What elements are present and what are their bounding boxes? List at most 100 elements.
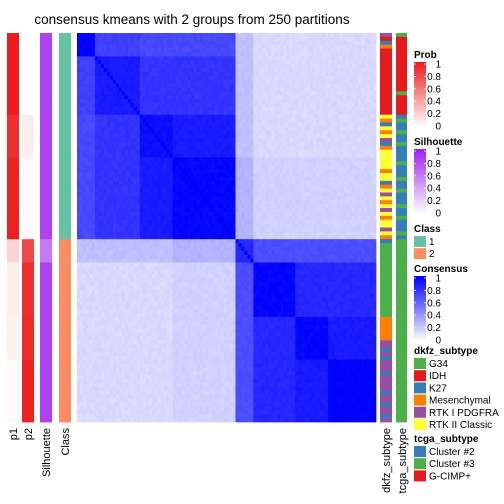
consensus-cell <box>148 126 153 131</box>
consensus-cell <box>283 161 287 166</box>
consensus-cell <box>274 122 278 127</box>
consensus-cell <box>205 64 209 69</box>
consensus-cell <box>280 118 284 123</box>
consensus-cell <box>256 169 260 174</box>
consensus-cell <box>205 138 209 143</box>
consensus-cell <box>196 208 200 213</box>
consensus-cell <box>160 114 165 119</box>
consensus-cell <box>343 192 347 197</box>
consensus-cell <box>136 106 141 112</box>
consensus-cell <box>169 99 174 104</box>
consensus-cell <box>325 130 329 135</box>
consensus-cell <box>199 36 203 42</box>
consensus-cell <box>205 75 209 81</box>
consensus-cell <box>295 33 299 38</box>
consensus-cell <box>85 130 90 135</box>
consensus-cell <box>301 95 305 100</box>
consensus-cell <box>367 110 371 116</box>
consensus-cell <box>331 200 335 205</box>
consensus-cell <box>271 138 275 143</box>
consensus-cell <box>109 200 114 205</box>
consensus-cell <box>166 157 171 162</box>
consensus-cell <box>190 188 194 193</box>
consensus-cell <box>316 87 320 92</box>
consensus-cell <box>148 40 153 46</box>
consensus-cell <box>160 99 165 104</box>
class-track-cell <box>59 188 71 193</box>
consensus-cell <box>268 134 272 139</box>
consensus-cell <box>346 138 350 143</box>
consensus-cell <box>82 44 87 49</box>
consensus-cell <box>310 192 314 197</box>
consensus-cell <box>304 130 308 135</box>
consensus-cell <box>127 36 132 42</box>
consensus-cell <box>88 64 93 69</box>
consensus-cell <box>250 138 254 143</box>
consensus-cell <box>85 196 90 201</box>
consensus-cell <box>229 56 233 61</box>
consensus-cell <box>220 192 224 197</box>
consensus-cell <box>154 145 159 151</box>
consensus-cell <box>187 153 191 158</box>
consensus-cell <box>127 44 132 49</box>
consensus-cell <box>259 56 263 61</box>
consensus-cell <box>253 36 257 42</box>
consensus-cell <box>358 169 362 174</box>
consensus-cell <box>283 114 287 119</box>
consensus-cell <box>364 204 368 209</box>
p1-track-cell <box>7 118 19 123</box>
consensus-cell <box>115 48 120 53</box>
consensus-cell <box>355 99 359 104</box>
consensus-cell <box>94 161 99 166</box>
consensus-cell <box>151 36 156 42</box>
consensus-cell <box>304 184 308 189</box>
consensus-cell <box>175 176 180 182</box>
consensus-cell <box>214 188 218 193</box>
consensus-cell <box>319 180 323 186</box>
consensus-cell <box>85 161 90 166</box>
consensus-cell <box>142 118 147 123</box>
consensus-cell <box>106 173 111 178</box>
consensus-cell <box>77 114 81 119</box>
consensus-cell <box>100 52 105 57</box>
consensus-cell <box>103 126 108 131</box>
consensus-cell <box>253 106 257 112</box>
consensus-cell <box>256 134 260 139</box>
consensus-cell <box>85 68 90 73</box>
consensus-cell <box>271 110 275 116</box>
p2-track-cell <box>22 52 34 57</box>
consensus-cell <box>193 40 197 46</box>
consensus-cell <box>160 141 165 147</box>
consensus-cell <box>340 184 344 189</box>
consensus-cell <box>268 118 272 123</box>
p1-track-cell <box>7 75 19 81</box>
consensus-cell <box>124 71 129 77</box>
consensus-cell <box>94 149 99 154</box>
consensus-cell <box>310 87 314 92</box>
consensus-cell <box>178 64 182 69</box>
consensus-cell <box>301 64 305 69</box>
consensus-cell <box>361 83 365 88</box>
p2-track-cell <box>22 227 34 232</box>
consensus-cell <box>196 130 200 135</box>
consensus-cell <box>334 126 338 131</box>
class-track-cell <box>59 79 71 84</box>
p1-track-cell <box>7 371 19 376</box>
consensus-cell <box>277 138 281 143</box>
class-track-cell <box>59 285 71 291</box>
consensus-cell <box>304 157 308 162</box>
consensus-cell <box>199 138 203 143</box>
consensus-cell <box>97 68 102 73</box>
p1-track-cell <box>7 33 19 38</box>
consensus-cell <box>226 138 230 143</box>
consensus-cell <box>250 122 254 127</box>
consensus-cell <box>298 208 302 213</box>
silhouette-track-cell <box>40 36 52 42</box>
consensus-cell <box>106 71 111 77</box>
class-track-cell <box>59 161 71 166</box>
consensus-cell <box>124 138 129 143</box>
consensus-cell <box>112 106 117 112</box>
consensus-cell <box>211 169 215 174</box>
consensus-cell <box>346 52 350 57</box>
consensus-cell <box>106 176 111 182</box>
